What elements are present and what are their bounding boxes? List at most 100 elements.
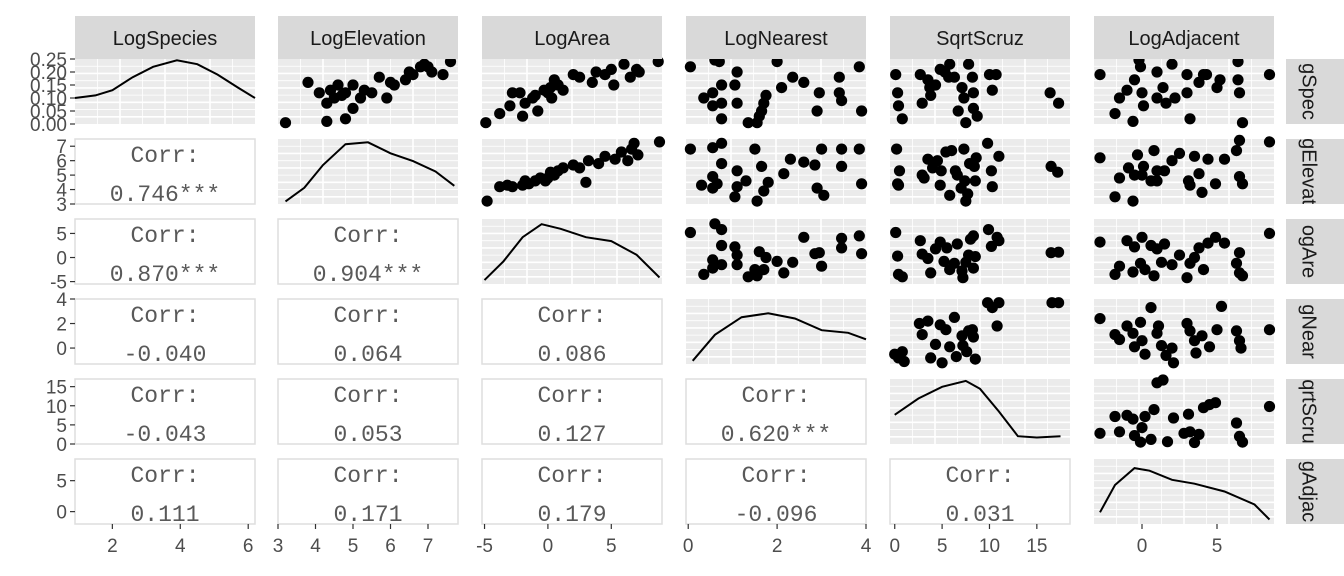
row-strip-0 (1286, 59, 1344, 124)
scatter-point (731, 66, 743, 78)
scatter-points-r1-c5 (1094, 134, 1276, 207)
scatter-point (798, 76, 810, 88)
scatter-point (716, 239, 728, 252)
x-tick-label: 4 (861, 536, 872, 557)
y-tick-label: 0.25 (30, 50, 67, 71)
column-strip-label: LogSpecies (113, 28, 218, 50)
scatter-point (922, 153, 934, 165)
scatter-point (856, 248, 868, 260)
panel-r2-c3 (686, 219, 866, 284)
scatter-point (1193, 242, 1205, 254)
row-strip-label: gSpec (1298, 63, 1320, 120)
y-tick-label: -5 (50, 273, 67, 294)
scatter-point (836, 160, 848, 172)
y-tick-label: 0.05 (30, 102, 67, 123)
scatter-point (991, 320, 1003, 332)
row-strip-label-group: gElevat (1298, 138, 1320, 205)
scatter-point (1166, 155, 1178, 167)
row-strip-label: gNear (1298, 304, 1320, 359)
scatter-point (684, 61, 697, 73)
scatter-point (787, 256, 799, 268)
y-tick-label: 0.20 (30, 63, 67, 84)
scatter-point (1263, 69, 1276, 81)
y-tick-label: 0.15 (30, 76, 67, 97)
scatter-point (557, 162, 569, 174)
scatter-point (1215, 300, 1228, 312)
scatter-point (963, 58, 975, 70)
x-tick-label: 10 (979, 536, 1000, 557)
scatter-point (986, 181, 998, 193)
scatter-point (760, 89, 772, 101)
panel-r2-c4 (890, 219, 1070, 284)
scatter-point (957, 272, 969, 284)
panel-r3-c0 (74, 298, 256, 365)
corr-value: 0.870*** (110, 262, 220, 288)
scatter-point (1209, 231, 1222, 243)
corr-value: -0.096 (735, 502, 818, 528)
scatter-point (1230, 145, 1243, 157)
x-tick-label: 15 (1026, 536, 1047, 557)
corr-value: 0.179 (537, 502, 606, 528)
scatter-point (339, 113, 352, 125)
scatter-point (836, 232, 848, 244)
scatter-point (546, 92, 558, 104)
y-tick-label: 2 (56, 315, 67, 336)
scatter-point (407, 69, 419, 81)
scatter-point (707, 100, 719, 112)
scatter-point (818, 189, 830, 201)
scatter-point (729, 191, 741, 203)
column-strip-LogElevation (278, 16, 458, 59)
scatter-point (1263, 324, 1276, 336)
scatter-point (836, 95, 848, 107)
scatter-point (574, 71, 586, 83)
y-tick-label: 5 (56, 224, 67, 245)
scatter-point (816, 143, 828, 155)
corr-panel-background (481, 378, 663, 445)
row-strip-3 (1286, 299, 1344, 364)
x-tick-label: 7 (423, 536, 434, 557)
scatter-point (1173, 249, 1186, 261)
scatter-point (1136, 169, 1148, 181)
scatter-point (347, 102, 359, 114)
scatter-point (993, 150, 1005, 162)
scatter-point (1155, 340, 1168, 352)
scatter-point (1053, 97, 1065, 109)
scatter-point (347, 79, 359, 91)
row-strip-label-group: gAdjac (1298, 461, 1320, 522)
scatter-point (321, 115, 333, 127)
y-tick-label: 4 (56, 181, 67, 202)
scatter-point (1139, 264, 1151, 276)
scatter-point (956, 82, 968, 94)
scatter-point (1209, 178, 1222, 190)
scatter-point (580, 176, 592, 188)
scatter-point (1203, 341, 1216, 353)
scatter-point (986, 84, 998, 96)
x-tick-label: 0 (889, 536, 900, 557)
corr-panel-background (277, 378, 459, 445)
scatter-point (653, 136, 666, 148)
scatter-point (1166, 259, 1178, 271)
scatter-point (1173, 147, 1186, 159)
scatter-point (1109, 108, 1121, 120)
corr-label: Corr: (130, 383, 199, 409)
scatter-point (1236, 436, 1249, 448)
scatter-point (1167, 357, 1180, 369)
y-tick-label: 5 (56, 166, 67, 187)
scatter-point (1136, 335, 1148, 347)
scatter-point (1157, 82, 1169, 94)
corr-value: -0.043 (124, 422, 207, 448)
scatter-point (990, 69, 1002, 81)
corr-label: Corr: (130, 303, 199, 329)
row-strip-label: gElevat (1298, 138, 1320, 205)
x-tick-label: 3 (273, 536, 284, 557)
scatter-point (896, 113, 908, 125)
scatter-point (1188, 150, 1201, 162)
scatter-point (339, 87, 352, 99)
scatter-point (716, 158, 728, 170)
y-tick-label: 0.00 (30, 115, 67, 136)
scatter-point (1151, 66, 1163, 78)
corr-value: 0.064 (333, 342, 402, 368)
row-strip-labels: gSpec gElevat ogAre gNear qrtScru gAdjac (1286, 59, 1344, 524)
scatter-point (1230, 417, 1243, 429)
